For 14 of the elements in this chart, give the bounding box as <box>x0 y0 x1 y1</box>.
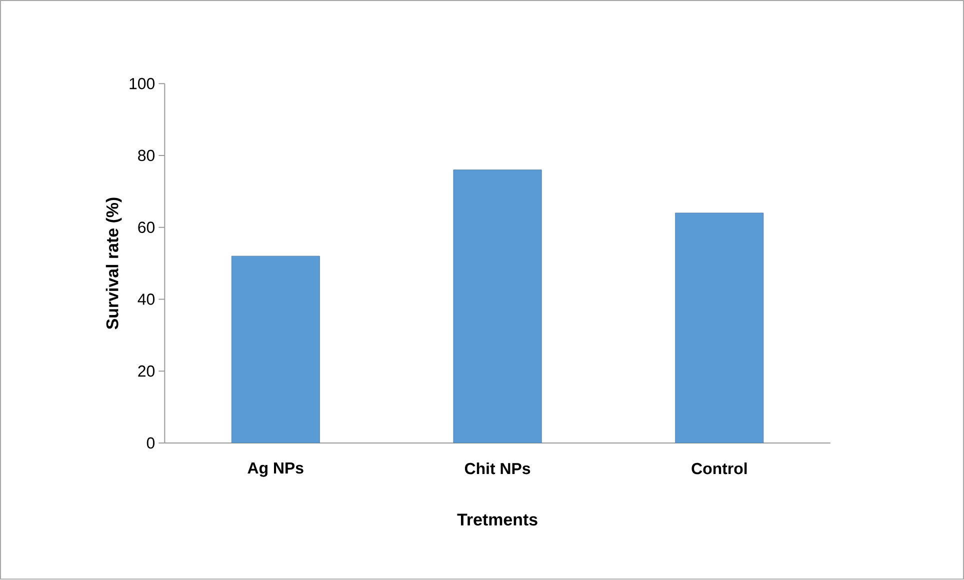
y-tick-label: 40 <box>138 294 155 306</box>
bar <box>453 170 542 444</box>
y-tick-label: 80 <box>138 150 155 162</box>
bar <box>231 256 320 444</box>
y-tick-label: 100 <box>130 78 155 90</box>
x-tick-label: Control <box>692 462 747 474</box>
x-tick-label: Chit NPs <box>464 462 530 474</box>
y-tick-label: 0 <box>146 438 155 449</box>
x-axis-title: Tretments <box>457 514 538 526</box>
y-tick-label: 20 <box>138 366 155 377</box>
x-tick-label: Ag NPs <box>248 462 304 478</box>
y-axis-title: Survival rate (%) <box>106 198 122 330</box>
bar <box>675 212 764 444</box>
y-tick-label: 60 <box>138 222 155 234</box>
